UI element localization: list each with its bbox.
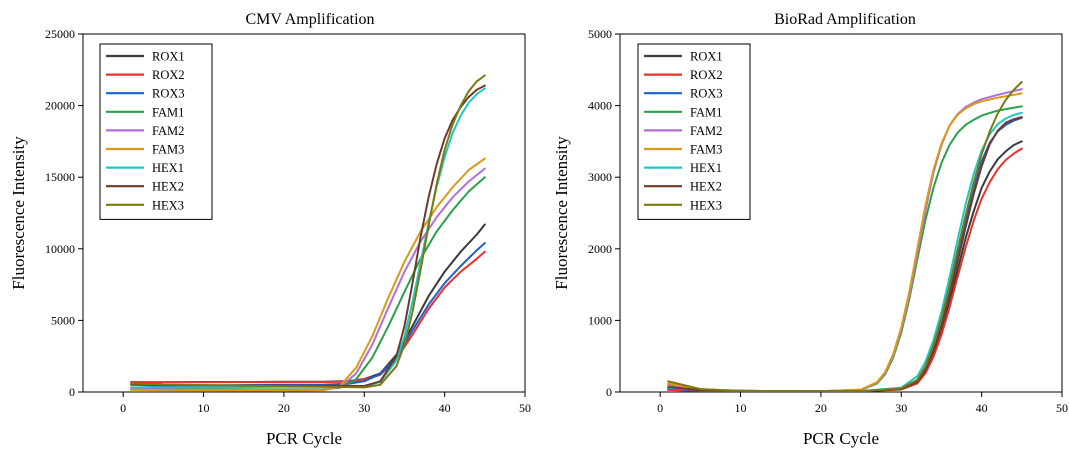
y-axis-title: Fluorescence Intensity xyxy=(9,136,28,290)
legend: ROX1 ROX2 ROX3 FAM1 FAM2 FAM3 HEX1 HEX2 HEX3 xyxy=(99,43,213,220)
legend-label: FAM3 xyxy=(152,143,184,157)
x-tick-label: 40 xyxy=(976,401,988,415)
series-group xyxy=(667,81,1023,392)
chart-panel-2: BioRad Amplification01000200030004000500… xyxy=(552,11,1068,448)
x-tick-label: 30 xyxy=(895,401,907,415)
legend-label: HEX3 xyxy=(152,198,184,212)
legend: ROX1 ROX2 ROX3 FAM1 FAM2 FAM3 HEX1 HEX2 HEX3 xyxy=(637,43,751,220)
y-tick-label: 0 xyxy=(606,385,612,399)
x-tick-label: 10 xyxy=(198,401,210,415)
x-tick-label: 40 xyxy=(439,401,451,415)
x-tick-label: 10 xyxy=(735,401,747,415)
x-axis-title: PCR Cycle xyxy=(266,429,342,448)
legend-label: FAM1 xyxy=(690,105,722,119)
legend-label: FAM2 xyxy=(690,124,722,138)
legend-label: FAM2 xyxy=(152,124,184,138)
legend-box xyxy=(637,43,751,220)
legend-label: ROX1 xyxy=(690,50,723,64)
legend-label: FAM1 xyxy=(152,105,184,119)
x-tick-label: 0 xyxy=(657,401,663,415)
x-tick-label: 50 xyxy=(519,401,531,415)
legend-label: HEX2 xyxy=(152,180,184,194)
legend-label: HEX1 xyxy=(690,161,722,175)
legend-box xyxy=(99,43,213,220)
y-tick-label: 15000 xyxy=(45,170,75,184)
legend-label: HEX3 xyxy=(690,198,722,212)
x-tick-label: 20 xyxy=(815,401,827,415)
series-line-fam3 xyxy=(130,157,486,392)
legend-label: ROX2 xyxy=(152,68,185,82)
chart-panel-1: CMV Amplification 0 5000 10000 15000 20000 250… xyxy=(9,11,531,448)
y-tick-label: 10000 xyxy=(45,242,75,256)
series-line-hex3 xyxy=(667,81,1023,392)
legend-label: ROX2 xyxy=(690,68,723,82)
y-tick-label: 0 xyxy=(69,385,75,399)
y-tick-label: 1000 xyxy=(588,313,612,327)
legend-label: ROX1 xyxy=(152,50,185,64)
x-tick-label: 50 xyxy=(1056,401,1068,415)
x-tick-label: 20 xyxy=(278,401,290,415)
series-line-hex3 xyxy=(130,74,486,389)
legend-label: ROX3 xyxy=(152,87,185,101)
chart-title: BioRad Amplification xyxy=(774,11,916,28)
y-tick-label: 5000 xyxy=(588,27,612,41)
y-tick-label: 3000 xyxy=(588,170,612,184)
legend-label: HEX1 xyxy=(152,161,184,175)
legend-label: ROX3 xyxy=(690,87,723,101)
series-line-rox2 xyxy=(130,250,486,384)
legend-label: FAM3 xyxy=(690,143,722,157)
chart-title: CMV Amplification xyxy=(245,11,374,28)
y-tick-label: 20000 xyxy=(45,99,75,113)
y-tick-label: 4000 xyxy=(588,99,612,113)
legend-label: HEX2 xyxy=(690,180,722,194)
plot-frame xyxy=(82,33,526,393)
series-line-rox3 xyxy=(130,242,486,389)
x-tick-label: 30 xyxy=(358,401,370,415)
y-tick-label: 25000 xyxy=(45,27,75,41)
series-group xyxy=(130,74,486,392)
series-line-hex1 xyxy=(130,87,486,389)
x-tick-label: 0 xyxy=(120,401,126,415)
y-axis-title: Fluorescence Intensity xyxy=(552,136,571,290)
y-tick-label: 2000 xyxy=(588,242,612,256)
y-tick-label: 5000 xyxy=(51,313,75,327)
x-axis-title: PCR Cycle xyxy=(803,429,879,448)
